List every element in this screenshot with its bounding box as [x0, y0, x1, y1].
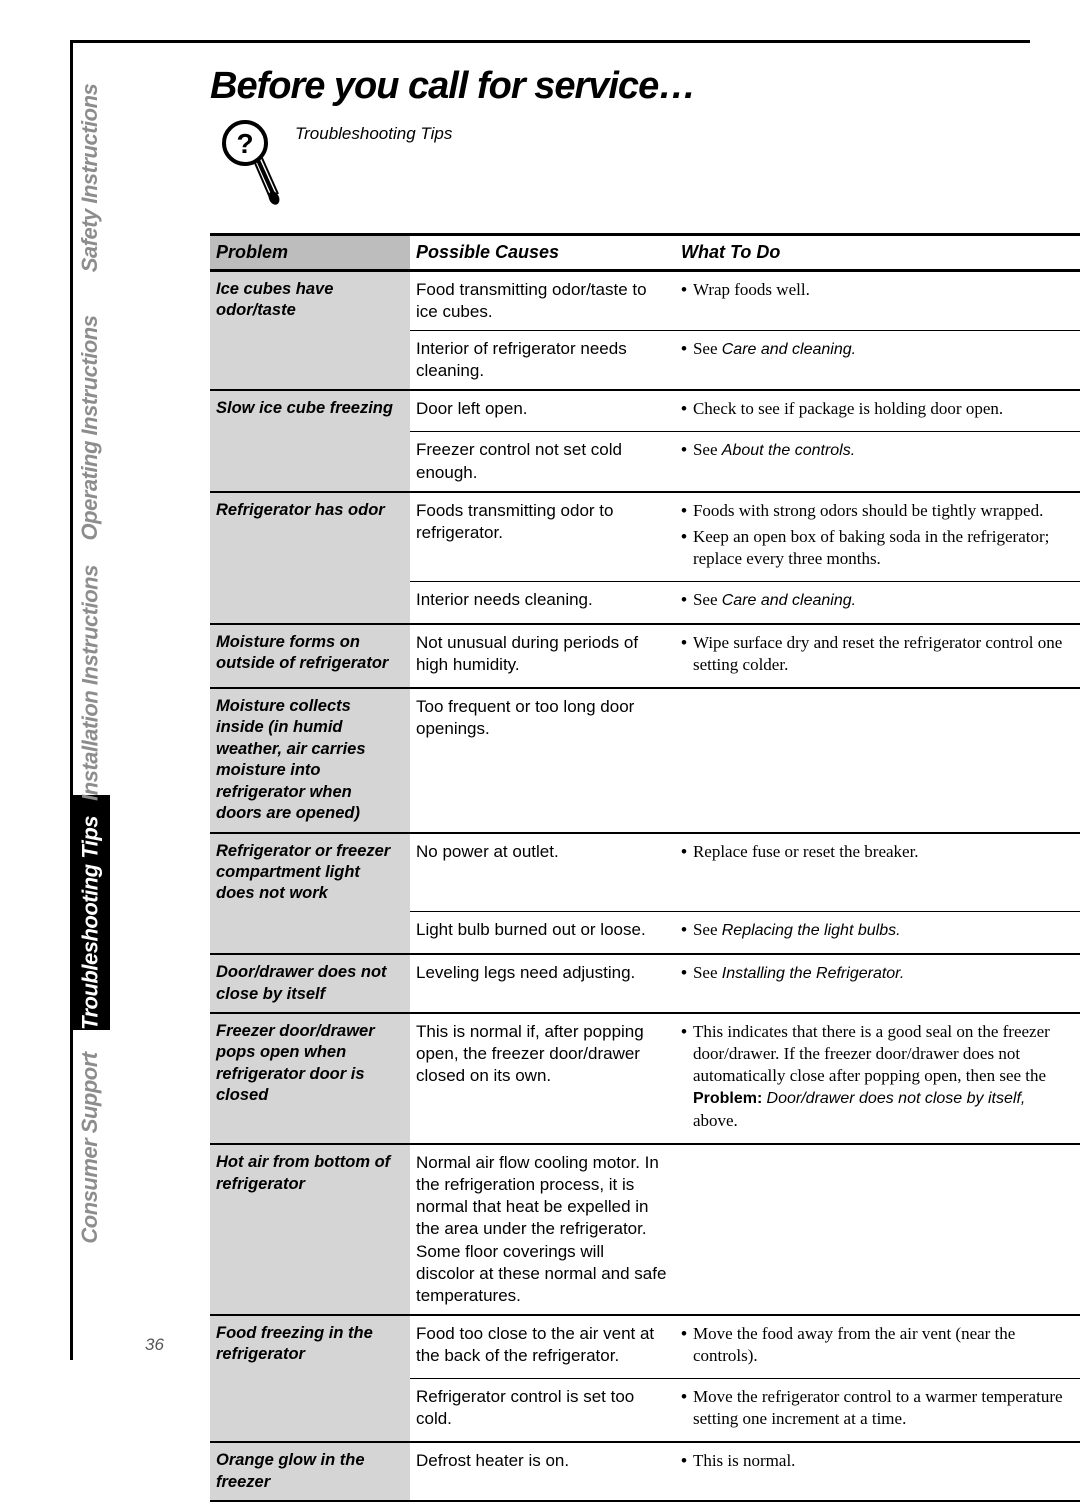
cell-todo: Replace fuse or reset the breaker.	[675, 833, 1080, 912]
cell-todo: Foods with strong odors should be tightl…	[675, 492, 1080, 582]
page-number: 36	[145, 1335, 164, 1389]
cell-problem: Refrigerator or freezer compartment ligh…	[210, 833, 410, 912]
page-title: Before you call for service…	[210, 65, 1080, 108]
cell-problem: Refrigerator has odor	[210, 492, 410, 582]
cell-problem: Door/drawer does not close by itself	[210, 954, 410, 1013]
cell-cause: Leveling legs need adjusting.	[410, 954, 675, 1013]
cell-todo: See Care and cleaning.	[675, 581, 1080, 623]
table-row: Refrigerator has odorFoods transmitting …	[210, 492, 1080, 582]
table-row: Interior needs cleaning.See Care and cle…	[210, 581, 1080, 623]
svg-text:?: ?	[236, 128, 253, 159]
table-row: Orange glow in the freezerDefrost heater…	[210, 1442, 1080, 1501]
cell-cause: Food too close to the air vent at the ba…	[410, 1315, 675, 1379]
cell-todo: See Replacing the light bulbs.	[675, 912, 1080, 954]
table-row: Slow ice cube freezingDoor left open.Che…	[210, 390, 1080, 432]
cell-cause: Too frequent or too long door openings.	[410, 688, 675, 833]
cell-problem: Ice cubes have odor/taste	[210, 271, 410, 331]
tips-row: ? Troubleshooting Tips	[220, 118, 1080, 208]
cell-problem: Slow ice cube freezing	[210, 390, 410, 432]
cell-problem: Orange glow in the freezer	[210, 1442, 410, 1501]
cell-cause: This is normal if, after popping open, t…	[410, 1013, 675, 1144]
table-row: Door/drawer does not close by itselfLeve…	[210, 954, 1080, 1013]
sidebar-tabs: Safety InstructionsOperating Instruction…	[73, 55, 108, 1345]
cell-problem	[210, 432, 410, 492]
table-row: Food freezing in the refrigeratorFood to…	[210, 1315, 1080, 1379]
cell-cause: Foods transmitting odor to refrigerator.	[410, 492, 675, 582]
cell-todo: Wipe surface dry and reset the refrigera…	[675, 624, 1080, 688]
cell-problem: Moisture forms on outside of refrigerato…	[210, 624, 410, 688]
table-row: Light bulb burned out or loose.See Repla…	[210, 912, 1080, 954]
cell-cause: Food transmitting odor/taste to ice cube…	[410, 271, 675, 331]
tips-subtitle: Troubleshooting Tips	[295, 124, 452, 144]
table-row: Moisture forms on outside of refrigerato…	[210, 624, 1080, 688]
table-row: Refrigerator or freezer compartment ligh…	[210, 833, 1080, 912]
sidebar-item: Installation Instructions	[77, 551, 103, 816]
sidebar-item: Consumer Support	[77, 1038, 103, 1258]
table-row: Freezer door/drawer pops open when refri…	[210, 1013, 1080, 1144]
cell-problem: Hot air from bottom of refrigerator	[210, 1144, 410, 1315]
cell-cause: Interior of refrigerator needs cleaning.	[410, 331, 675, 391]
cell-problem	[210, 1379, 410, 1443]
table-body: Ice cubes have odor/tasteFood transmitti…	[210, 271, 1080, 1502]
cell-todo: This is normal.	[675, 1442, 1080, 1501]
th-causes: Possible Causes	[410, 235, 675, 271]
troubleshooting-table: Problem Possible Causes What To Do Ice c…	[210, 233, 1080, 1502]
cell-cause: Freezer control not set cold enough.	[410, 432, 675, 492]
cell-todo	[675, 1144, 1080, 1315]
cell-cause: Refrigerator control is set too cold.	[410, 1379, 675, 1443]
sidebar-item: Safety Instructions	[77, 58, 103, 298]
cell-cause: Light bulb burned out or loose.	[410, 912, 675, 954]
cell-todo: Check to see if package is holding door …	[675, 390, 1080, 432]
cell-cause: No power at outlet.	[410, 833, 675, 912]
cell-problem: Freezer door/drawer pops open when refri…	[210, 1013, 410, 1144]
cell-cause: Not unusual during periods of high humid…	[410, 624, 675, 688]
th-problem: Problem	[210, 235, 410, 271]
sidebar-item: Operating Instructions	[77, 298, 103, 558]
table-row: Freezer control not set cold enough.See …	[210, 432, 1080, 492]
cell-cause: Normal air flow cooling motor. In the re…	[410, 1144, 675, 1315]
main-content: Before you call for service… ? Troublesh…	[210, 40, 1080, 1502]
cell-todo: Move the refrigerator control to a warme…	[675, 1379, 1080, 1443]
table-row: Ice cubes have odor/tasteFood transmitti…	[210, 271, 1080, 331]
cell-problem: Moisture collects inside (in humid weath…	[210, 688, 410, 833]
table-row: Moisture collects inside (in humid weath…	[210, 688, 1080, 833]
th-todo: What To Do	[675, 235, 1080, 271]
cell-todo: See Care and cleaning.	[675, 331, 1080, 391]
table-row: Refrigerator control is set too cold.Mov…	[210, 1379, 1080, 1443]
cell-todo: See About the controls.	[675, 432, 1080, 492]
table-row: Interior of refrigerator needs cleaning.…	[210, 331, 1080, 391]
cell-todo: See Installing the Refrigerator.	[675, 954, 1080, 1013]
cell-cause: Interior needs cleaning.	[410, 581, 675, 623]
cell-todo: Wrap foods well.	[675, 271, 1080, 331]
cell-problem	[210, 581, 410, 623]
cell-problem	[210, 331, 410, 391]
magnifier-question-icon: ?	[220, 118, 280, 208]
cell-problem: Food freezing in the refrigerator	[210, 1315, 410, 1379]
cell-cause: Defrost heater is on.	[410, 1442, 675, 1501]
cell-cause: Door left open.	[410, 390, 675, 432]
table-row: Hot air from bottom of refrigeratorNorma…	[210, 1144, 1080, 1315]
cell-todo: This indicates that there is a good seal…	[675, 1013, 1080, 1144]
cell-todo	[675, 688, 1080, 833]
sidebar-item: Troubleshooting Tips	[77, 806, 103, 1041]
cell-todo: Move the food away from the air vent (ne…	[675, 1315, 1080, 1379]
cell-problem	[210, 912, 410, 954]
